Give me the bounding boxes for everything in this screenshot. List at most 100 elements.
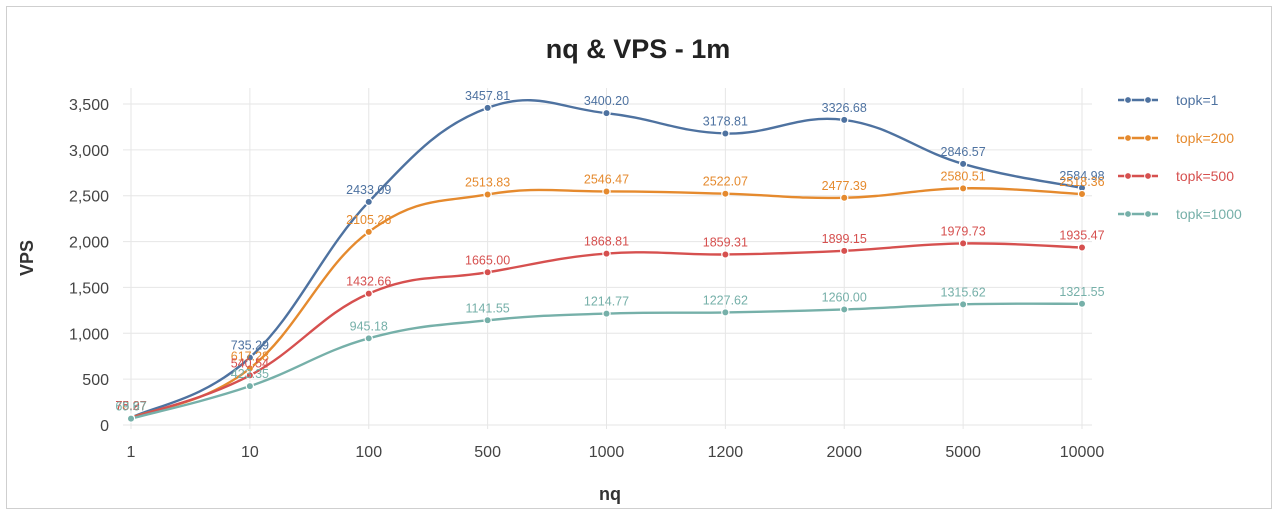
data-point[interactable] bbox=[483, 190, 492, 199]
legend-item[interactable]: topk=1 bbox=[1118, 92, 1219, 108]
data-point[interactable] bbox=[602, 108, 611, 118]
data-label: 2522.07 bbox=[703, 175, 748, 189]
data-label: 3326.68 bbox=[822, 101, 867, 115]
data-label: 69.67 bbox=[115, 400, 146, 414]
data-point[interactable] bbox=[245, 381, 255, 391]
data-label: 75.27 bbox=[115, 399, 146, 413]
data-label: 2433.09 bbox=[346, 183, 391, 197]
data-point[interactable] bbox=[126, 414, 136, 423]
data-label: 1859.31 bbox=[703, 235, 748, 249]
y-tick-label: 1,500 bbox=[69, 280, 109, 297]
legend-item[interactable]: topk=200 bbox=[1118, 130, 1234, 146]
data-label: 1214.77 bbox=[584, 295, 629, 309]
data-label: 2518.36 bbox=[1059, 175, 1104, 189]
data-point[interactable] bbox=[721, 308, 730, 317]
data-point[interactable] bbox=[840, 115, 849, 125]
x-tick-label: 5000 bbox=[945, 444, 981, 461]
data-label: 1868.81 bbox=[584, 235, 629, 249]
x-tick-label: 2000 bbox=[826, 444, 862, 461]
data-label: 423.35 bbox=[231, 367, 269, 381]
x-tick-label: 10 bbox=[241, 444, 259, 461]
y-tick-label: 500 bbox=[82, 372, 109, 389]
y-tick-label: 1,000 bbox=[69, 326, 109, 343]
data-point[interactable] bbox=[483, 316, 492, 325]
data-point[interactable] bbox=[840, 305, 849, 314]
data-label: 2513.83 bbox=[465, 175, 510, 189]
data-label: 1141.55 bbox=[465, 301, 509, 315]
x-tick-label: 1200 bbox=[708, 444, 744, 461]
data-label: 1935.47 bbox=[1059, 228, 1104, 242]
x-tick-label: 100 bbox=[355, 444, 382, 461]
series-line bbox=[130, 187, 1083, 420]
legend-swatch-dot bbox=[1144, 172, 1152, 180]
legend-label: topk=1 bbox=[1176, 92, 1219, 108]
legend[interactable]: topk=1 topk=200 topk=500 topk=1000 bbox=[1118, 92, 1242, 222]
y-axis-title: VPS bbox=[17, 240, 37, 276]
data-point[interactable] bbox=[721, 250, 730, 259]
x-tick-label: 500 bbox=[474, 444, 501, 461]
data-point[interactable] bbox=[602, 249, 611, 258]
data-point[interactable] bbox=[245, 353, 255, 362]
data-label: 3400.20 bbox=[584, 94, 629, 108]
data-point[interactable] bbox=[364, 289, 373, 298]
data-point[interactable] bbox=[1077, 299, 1087, 308]
legend-item[interactable]: topk=1000 bbox=[1118, 206, 1242, 222]
data-point[interactable] bbox=[364, 197, 373, 207]
data-point[interactable] bbox=[602, 309, 611, 318]
data-label: 1665.00 bbox=[465, 253, 510, 267]
data-label: 2580.51 bbox=[941, 169, 986, 183]
legend-swatch-dot bbox=[1124, 134, 1132, 142]
data-point[interactable] bbox=[958, 300, 968, 309]
data-label: 945.18 bbox=[350, 319, 388, 333]
data-label: 2846.57 bbox=[941, 145, 986, 159]
legend-swatch-dot bbox=[1124, 172, 1132, 180]
data-point[interactable] bbox=[721, 129, 730, 138]
data-point[interactable] bbox=[364, 227, 373, 237]
data-point[interactable] bbox=[958, 239, 968, 248]
data-point[interactable] bbox=[245, 371, 255, 380]
x-axis-title: nq bbox=[599, 484, 621, 504]
series-layer bbox=[126, 99, 1087, 423]
data-labels: 78.97 735.29 2433.09 3457.81 3400.20 3178.81 3… bbox=[115, 89, 1104, 414]
legend-item[interactable]: topk=500 bbox=[1118, 168, 1234, 184]
data-label: 78.97 bbox=[115, 399, 146, 413]
legend-swatch-dot bbox=[1124, 96, 1132, 104]
x-tick-label: 1 bbox=[127, 444, 136, 461]
y-tick-label: 0 bbox=[100, 418, 109, 435]
y-tick-label: 2,000 bbox=[69, 235, 109, 252]
legend-swatch-dot bbox=[1144, 134, 1152, 142]
data-point[interactable] bbox=[958, 159, 968, 169]
data-label: 1899.15 bbox=[822, 232, 867, 246]
data-label: 3178.81 bbox=[703, 114, 748, 128]
data-label: 735.29 bbox=[231, 339, 269, 353]
legend-label: topk=1000 bbox=[1176, 206, 1242, 222]
data-label: 1227.62 bbox=[703, 293, 748, 307]
data-point[interactable] bbox=[840, 246, 849, 256]
data-point[interactable] bbox=[840, 193, 849, 202]
legend-label: topk=500 bbox=[1176, 168, 1234, 184]
legend-swatch-dot bbox=[1124, 210, 1132, 218]
data-label: 3457.81 bbox=[465, 89, 510, 103]
data-label: 1315.62 bbox=[941, 285, 986, 299]
grid bbox=[123, 88, 1092, 429]
y-axis-ticks: 0 500 1,000 1,500 2,000 2,500 3,000 3,500 bbox=[69, 97, 109, 435]
data-label: 1432.66 bbox=[346, 275, 391, 289]
data-point[interactable] bbox=[483, 103, 492, 113]
data-point[interactable] bbox=[1077, 243, 1087, 252]
chart-title: nq & VPS - 1m bbox=[546, 34, 731, 64]
data-point[interactable] bbox=[602, 187, 611, 196]
y-tick-label: 3,500 bbox=[69, 97, 109, 114]
series-line bbox=[130, 242, 1083, 420]
x-tick-label: 10000 bbox=[1060, 444, 1105, 461]
data-label: 1979.73 bbox=[941, 224, 986, 238]
data-label: 617.28 bbox=[231, 349, 269, 363]
data-label: 2546.47 bbox=[584, 172, 629, 186]
data-point[interactable] bbox=[1077, 189, 1087, 199]
data-point[interactable] bbox=[958, 184, 968, 193]
data-point[interactable] bbox=[483, 268, 492, 277]
data-label: 1260.00 bbox=[822, 290, 867, 304]
data-point[interactable] bbox=[721, 189, 730, 198]
x-tick-label: 1000 bbox=[589, 444, 625, 461]
data-point[interactable] bbox=[364, 334, 373, 343]
